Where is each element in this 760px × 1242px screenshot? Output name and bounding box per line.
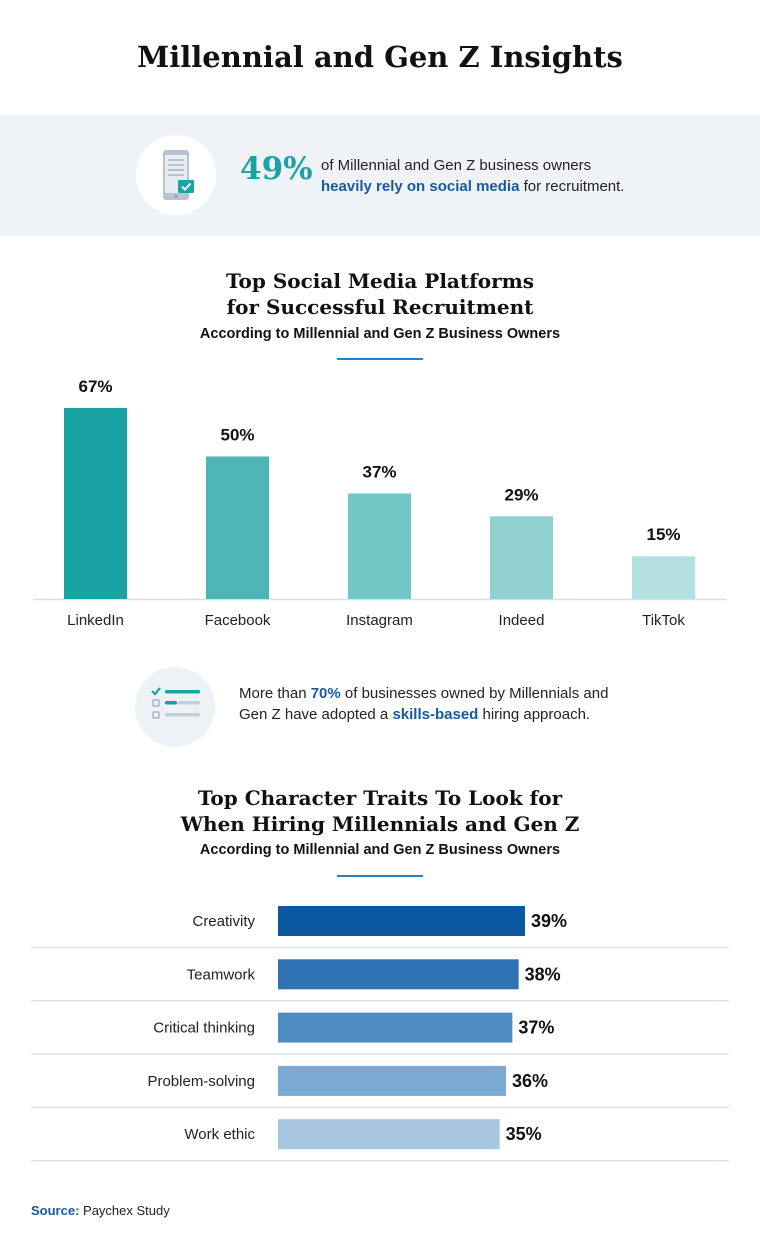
trait-value-label: 37% <box>518 1018 554 1038</box>
stat-description: of Millennial and Gen Z business owners … <box>321 155 624 197</box>
bar-value-label: 15% <box>646 525 680 544</box>
category-label: LinkedIn <box>67 612 124 629</box>
trait-bar <box>278 1065 506 1096</box>
platforms-chart-subtitle: According to Millennial and Gen Z Busine… <box>199 326 561 342</box>
skills-highlight: skills-based <box>392 706 479 723</box>
bar-facebook <box>206 456 269 599</box>
traits-divider <box>337 875 423 877</box>
bar-value-label: 67% <box>78 377 112 396</box>
platforms-chart-title: Top Social Media Platforms for Successfu… <box>0 268 760 320</box>
bar-value-label: 29% <box>504 485 538 504</box>
category-label: Indeed <box>499 612 545 629</box>
trait-label: Teamwork <box>187 966 256 983</box>
stat-line-1: of Millennial and Gen Z business owners <box>321 157 592 174</box>
category-label: Instagram <box>346 612 413 629</box>
trait-label: Problem-solving <box>147 1073 255 1090</box>
traits-hbar-chart: Creativity 39% Teamwork 38% Critical thinkin… <box>31 906 729 1162</box>
stat-line-2: heavily rely on social media for recruit… <box>321 176 624 197</box>
trait-bar <box>278 906 525 936</box>
trait-value-label: 35% <box>506 1124 542 1144</box>
skills-text-mid: of businesses owned by Millennials and <box>340 685 609 702</box>
stat-percent: 49% <box>240 151 313 187</box>
source-text: Paychex Study <box>79 1203 170 1218</box>
stat-banner: 49% of Millennial and Gen Z business own… <box>0 115 760 236</box>
category-label: TikTok <box>642 612 685 629</box>
traits-title-line-2: When Hiring Millennials and Gen Z <box>180 812 580 836</box>
trait-bar <box>278 1119 500 1150</box>
platforms-bar-chart: 67% LinkedIn 50% Facebook 37% Instagram 29% Ind… <box>33 377 727 629</box>
traits-chart-title: Top Character Traits To Look for When Hi… <box>0 785 760 837</box>
phone-checkmark-icon <box>136 135 216 215</box>
platforms-divider <box>337 358 423 360</box>
bar-tiktok <box>632 556 695 599</box>
skills-text-pre: More than <box>239 685 311 702</box>
category-label: Facebook <box>205 612 271 629</box>
skills-text-post: hiring approach. <box>478 706 591 723</box>
trait-label: Work ethic <box>184 1126 255 1143</box>
trait-label: Critical thinking <box>153 1020 255 1037</box>
trait-bar <box>278 1012 513 1043</box>
bar-instagram <box>348 493 411 599</box>
skills-line-2: Gen Z have adopted a skills-based hiring… <box>239 704 608 725</box>
trait-bar <box>278 959 519 990</box>
bar-value-label: 50% <box>220 425 254 444</box>
bar-value-label: 37% <box>362 463 396 482</box>
platforms-title-line-1: Top Social Media Platforms <box>225 269 535 293</box>
traits-title-line-1: Top Character Traits To Look for <box>197 786 563 810</box>
trait-label: Creativity <box>192 913 255 930</box>
stat-line-2-rest: for recruitment. <box>519 178 625 195</box>
source-label: Source: <box>31 1203 80 1218</box>
skills-text-line2-pre: Gen Z have adopted a <box>239 706 393 723</box>
page-title: Millennial and Gen Z Insights <box>137 40 623 74</box>
skills-description: More than 70% of businesses owned by Mil… <box>239 683 608 725</box>
stat-highlight: heavily rely on social media <box>321 178 520 195</box>
traits-chart-subtitle: According to Millennial and Gen Z Busine… <box>199 842 561 858</box>
trait-value-label: 39% <box>531 911 567 931</box>
bar-linkedin <box>64 408 127 599</box>
platforms-title-line-2: for Successful Recruitment <box>226 295 534 319</box>
bar-indeed <box>490 516 553 599</box>
trait-value-label: 36% <box>512 1071 548 1091</box>
skills-line-1: More than 70% of businesses owned by Mil… <box>239 683 608 704</box>
trait-value-label: 38% <box>525 964 561 984</box>
skills-percent: 70% <box>310 685 341 702</box>
checklist-icon <box>135 667 215 747</box>
source-note: Source: Paychex Study <box>31 1203 170 1218</box>
